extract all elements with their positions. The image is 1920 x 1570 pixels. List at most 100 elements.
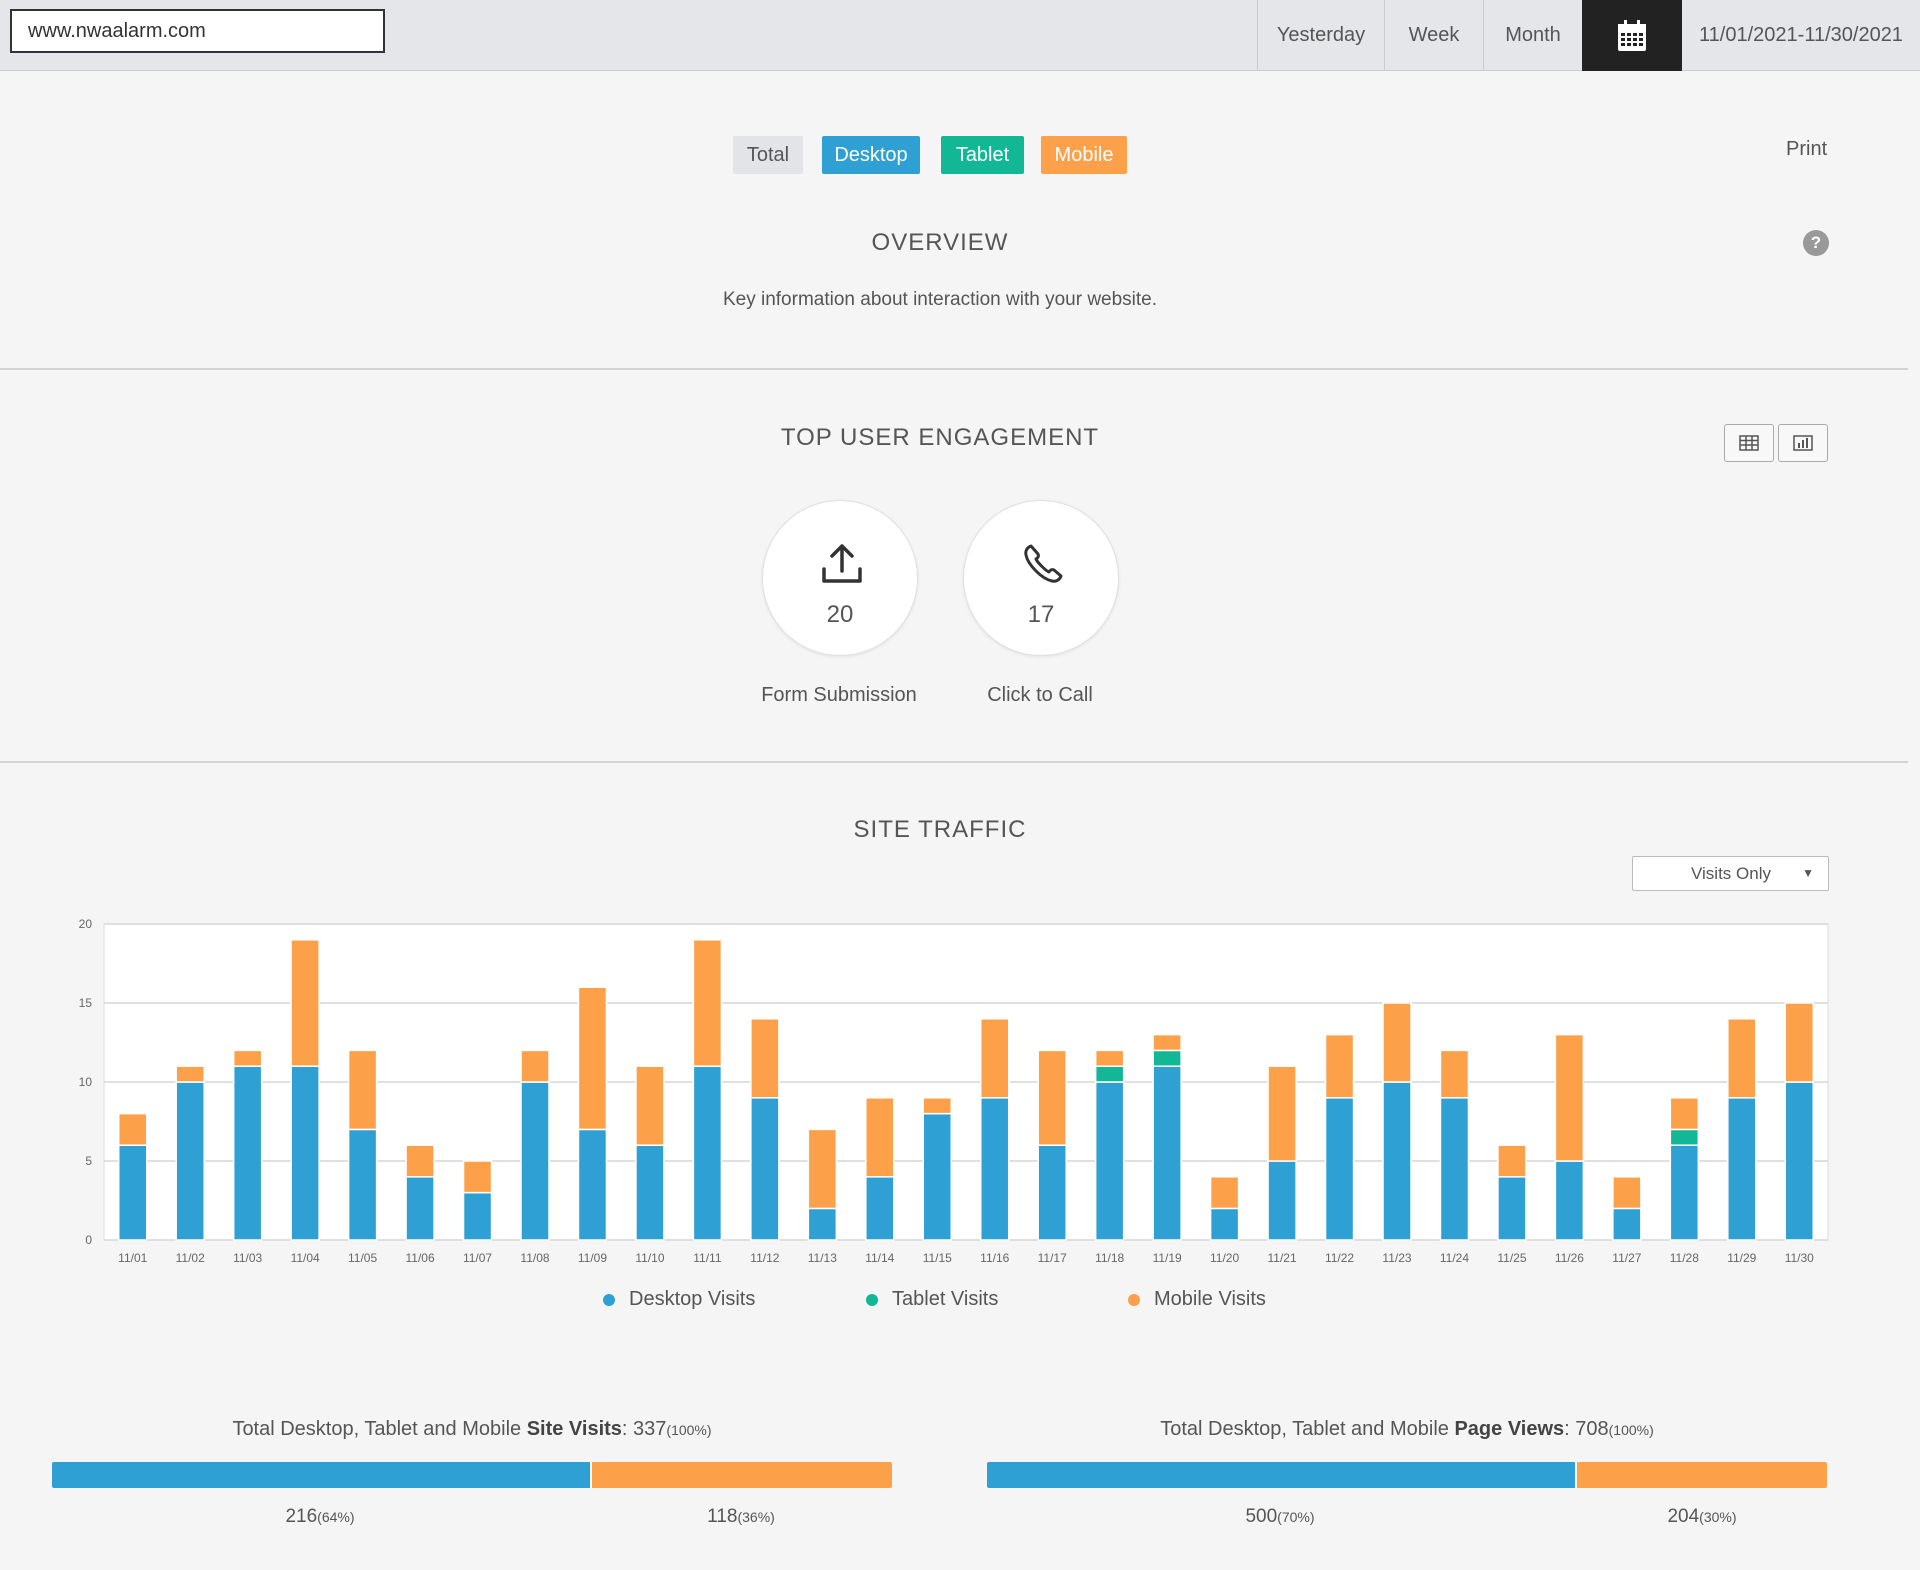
range-month-button[interactable]: Month — [1483, 0, 1582, 71]
bar-mobile-visits — [1554, 1033, 1585, 1162]
x-tick-label: 11/29 — [1727, 1251, 1756, 1265]
site-visits-mobile-value: 118(36%) — [707, 1506, 775, 1527]
x-tick-label: 11/12 — [750, 1251, 779, 1265]
bar-desktop-visits — [865, 1176, 895, 1241]
bar-mobile-visits — [865, 1097, 895, 1178]
bar-desktop-visits — [1382, 1081, 1412, 1241]
print-link[interactable]: Print — [1786, 138, 1828, 160]
bar-mobile-visits — [117, 1112, 148, 1146]
bar-mobile-visits — [1037, 1049, 1067, 1146]
bar-desktop-visits — [922, 1112, 953, 1241]
upload-icon — [822, 544, 862, 583]
x-tick-label: 11/15 — [923, 1251, 952, 1265]
bar-mobile-visits — [232, 1049, 263, 1067]
click-to-call-label: Click to Call — [987, 684, 1093, 706]
bar-desktop-visits — [1727, 1097, 1757, 1241]
table-view-button[interactable] — [1724, 424, 1774, 462]
page-views-total: Total Desktop, Tablet and Mobile Page Vi… — [987, 1418, 1827, 1441]
chart-view-button[interactable] — [1778, 424, 1828, 462]
section-divider — [0, 761, 1908, 763]
site-visits-prefix: Total Desktop, Tablet and Mobile — [232, 1418, 527, 1440]
page-views-bar — [987, 1462, 1827, 1488]
bar-desktop-visits — [347, 1128, 378, 1241]
page-views-desktop-segment — [987, 1462, 1575, 1488]
x-tick-label: 11/01 — [118, 1251, 147, 1265]
x-tick-label: 11/10 — [635, 1251, 664, 1265]
legend-tablet[interactable]: Tablet Visits — [866, 1288, 998, 1311]
site-visits-mobile-segment — [589, 1462, 892, 1488]
legend-tablet-dot — [866, 1293, 878, 1306]
site-visits-bar — [52, 1462, 892, 1488]
bar-mobile-visits — [577, 986, 608, 1131]
site-visits-pct: (100%) — [666, 1422, 712, 1438]
bar-desktop-visits — [692, 1065, 723, 1241]
range-week-button[interactable]: Week — [1384, 0, 1483, 71]
bar-desktop-visits — [117, 1144, 148, 1241]
filter-tablet-button[interactable]: Tablet — [941, 136, 1024, 174]
bar-desktop-visits — [979, 1097, 1010, 1241]
site-visits-desktop-segment — [52, 1462, 590, 1488]
page-views-prefix: Total Desktop, Tablet and Mobile — [1160, 1418, 1455, 1440]
bar-desktop-visits — [635, 1144, 665, 1241]
bar-mobile-visits — [1152, 1033, 1182, 1052]
site-selector-input[interactable] — [10, 9, 385, 53]
legend-mobile[interactable]: Mobile Visits — [1128, 1288, 1266, 1311]
x-tick-label: 11/30 — [1785, 1251, 1814, 1265]
bar-mobile-visits — [347, 1049, 378, 1131]
bar-mobile-visits — [520, 1049, 550, 1083]
bar-desktop-visits — [1152, 1065, 1182, 1241]
site-visits-desktop-value: 216(64%) — [285, 1506, 355, 1527]
overview-title: OVERVIEW — [871, 229, 1009, 256]
bar-desktop-visits — [405, 1176, 435, 1241]
page-views-desktop-value: 500(70%) — [1245, 1506, 1315, 1527]
filter-mobile-button[interactable]: Mobile — [1041, 136, 1127, 174]
bar-mobile-visits — [1267, 1065, 1297, 1162]
section-divider — [0, 368, 1908, 370]
bar-mobile-visits — [635, 1065, 665, 1146]
bar-tablet-visits — [1669, 1128, 1700, 1146]
x-tick-label: 11/03 — [233, 1251, 262, 1265]
x-tick-label: 11/21 — [1267, 1251, 1296, 1265]
x-tick-label: 11/08 — [520, 1251, 549, 1265]
bar-mobile-visits — [979, 1018, 1010, 1099]
range-yesterday-button[interactable]: Yesterday — [1257, 0, 1384, 71]
page-views-value: : 708 — [1564, 1418, 1609, 1440]
bar-mobile-visits — [692, 939, 723, 1067]
bar-desktop-visits — [1669, 1144, 1700, 1241]
legend-mobile-dot — [1128, 1293, 1140, 1306]
filter-total-button[interactable]: Total — [733, 136, 803, 174]
bar-mobile-visits — [462, 1160, 493, 1194]
x-tick-label: 11/23 — [1382, 1251, 1411, 1265]
x-tick-label: 11/28 — [1670, 1251, 1699, 1265]
engagement-title: TOP USER ENGAGEMENT — [780, 424, 1100, 451]
legend-desktop-dot — [603, 1293, 615, 1306]
x-tick-label: 11/04 — [291, 1251, 320, 1265]
bar-mobile-visits — [1209, 1176, 1240, 1210]
calendar-button[interactable] — [1582, 0, 1682, 71]
bar-desktop-visits — [1497, 1176, 1527, 1241]
bar-mobile-visits — [1727, 1018, 1757, 1099]
page-views-pct: (100%) — [1608, 1422, 1654, 1438]
date-range-label[interactable]: 11/01/2021-11/30/2021 — [1699, 24, 1903, 46]
page-views-mobile-segment — [1575, 1462, 1827, 1488]
bar-desktop-visits — [175, 1081, 205, 1241]
bar-desktop-visits — [577, 1128, 608, 1241]
x-tick-label: 11/19 — [1153, 1251, 1182, 1265]
bar-chart-icon — [1793, 435, 1813, 451]
bar-desktop-visits — [750, 1097, 780, 1241]
legend-desktop-label: Desktop Visits — [629, 1288, 756, 1310]
help-icon[interactable]: ? — [1803, 230, 1829, 256]
x-tick-label: 11/22 — [1325, 1251, 1354, 1265]
legend-desktop[interactable]: Desktop Visits — [603, 1288, 755, 1311]
x-tick-label: 11/06 — [405, 1251, 434, 1265]
y-tick-label: 20 — [79, 917, 93, 931]
bar-desktop-visits — [1209, 1207, 1240, 1241]
bar-mobile-visits — [1612, 1176, 1642, 1210]
bar-mobile-visits — [1784, 1002, 1815, 1083]
bar-desktop-visits — [1612, 1207, 1642, 1241]
traffic-mode-select[interactable]: Visits Only ▼ — [1632, 856, 1829, 891]
bar-mobile-visits — [405, 1144, 435, 1178]
top-bar: Yesterday Week Month 11/01/2021-11/30/20… — [0, 0, 1920, 71]
x-tick-label: 11/17 — [1038, 1251, 1067, 1265]
filter-desktop-button[interactable]: Desktop — [822, 136, 920, 174]
